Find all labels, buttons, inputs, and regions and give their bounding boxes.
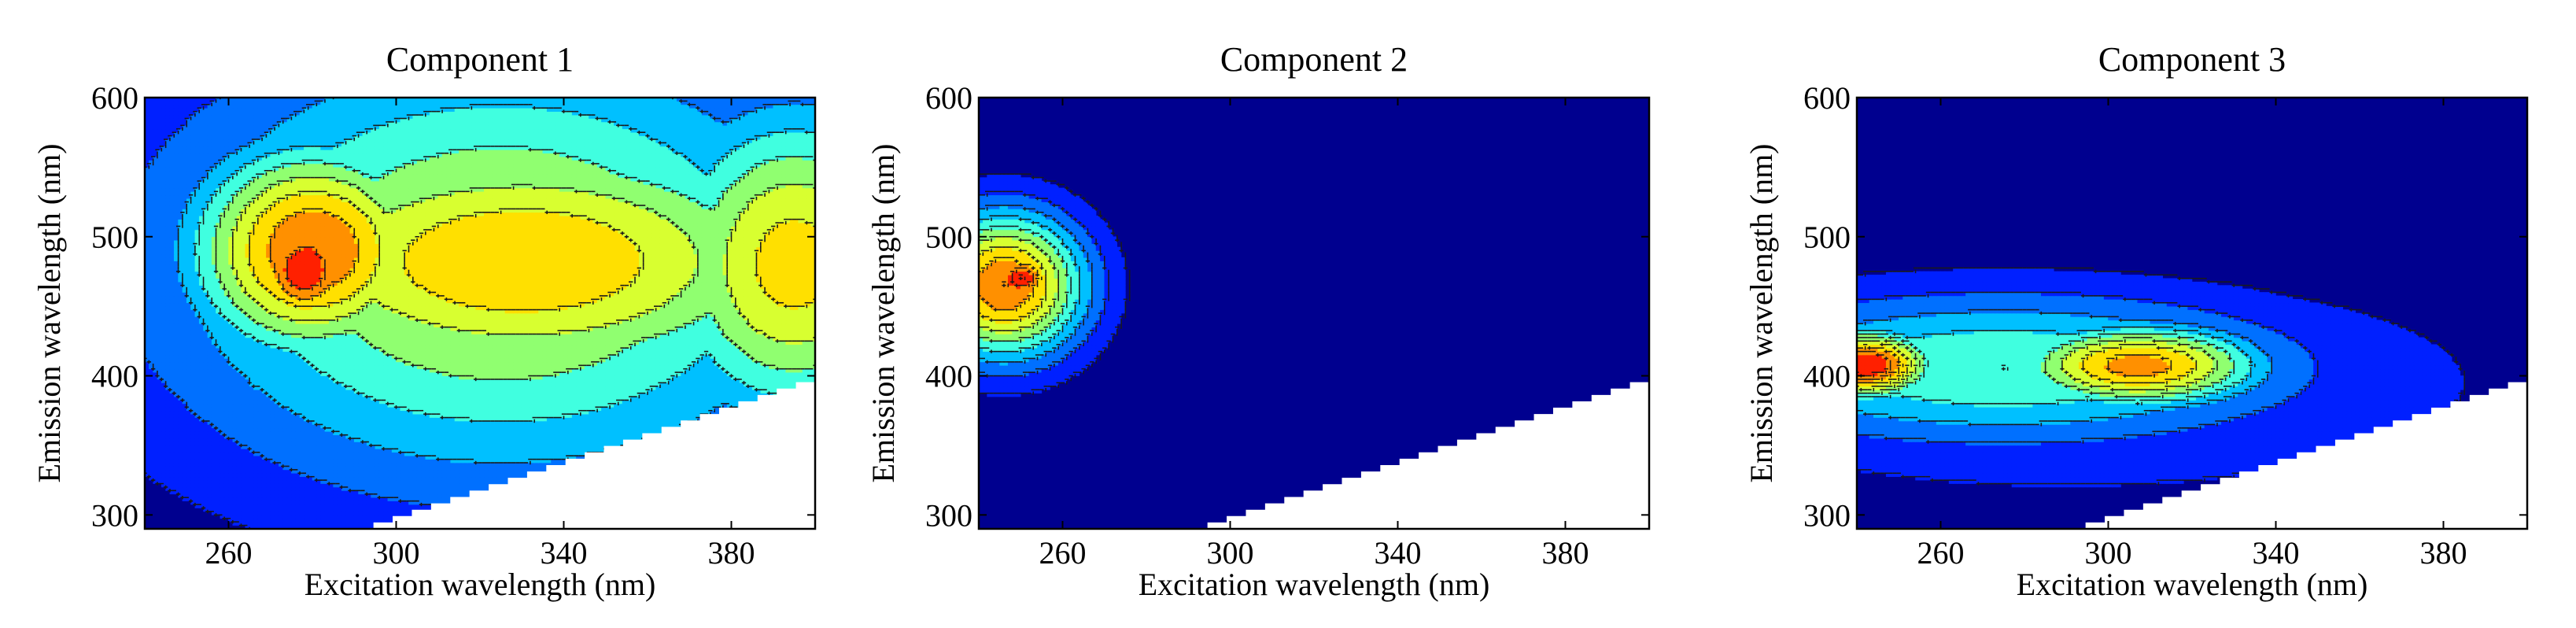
contour-plot xyxy=(1857,98,2527,529)
y-tick-label: 600 xyxy=(91,80,138,116)
component-1-panel: 260 300 340 380 300 400 500 600 Component 1 Excit… xyxy=(31,40,817,602)
chart-title: Component 1 xyxy=(386,40,574,79)
y-tick-label: 500 xyxy=(925,220,972,255)
y-tick-label: 400 xyxy=(91,359,138,394)
x-tick-label: 380 xyxy=(708,535,755,571)
y-tick-label: 600 xyxy=(925,80,972,116)
contour-lines xyxy=(1857,267,2465,486)
y-tick-label: 400 xyxy=(925,359,972,394)
contour-plot xyxy=(145,98,815,529)
x-tick-label: 340 xyxy=(541,535,588,571)
contour-lines xyxy=(979,173,1131,395)
x-axis-label: Excitation wavelength (nm) xyxy=(304,567,656,602)
x-tick-label: 300 xyxy=(1207,535,1254,571)
x-axis-label: Excitation wavelength (nm) xyxy=(1139,567,1490,602)
component-3-panel: 260 300 340 380 300 400 500 600 Component 3 Excit… xyxy=(1744,40,2529,602)
y-tick-label: 500 xyxy=(91,220,138,255)
masked-scatter-region xyxy=(1188,375,1649,529)
masked-scatter-region xyxy=(354,375,815,529)
x-tick-label: 340 xyxy=(2253,535,2300,571)
chart-title: Component 2 xyxy=(1220,40,1408,79)
plot-frame xyxy=(1855,96,2529,530)
plot-frame xyxy=(977,96,1651,530)
x-tick-label: 380 xyxy=(1542,535,1589,571)
chart-title: Component 3 xyxy=(2098,40,2286,79)
y-tick-label: 300 xyxy=(1803,497,1851,533)
contour-plot xyxy=(979,98,1649,529)
contour-fill xyxy=(979,173,1126,397)
contour-lines xyxy=(145,98,815,529)
y-tick-label: 300 xyxy=(91,497,138,533)
x-tick-label: 340 xyxy=(1375,535,1422,571)
y-axis-label: Emission wavelength (nm) xyxy=(865,143,901,482)
x-axis-label: Excitation wavelength (nm) xyxy=(2017,567,2368,602)
masked-scatter-region xyxy=(2066,375,2527,529)
y-axis-label: Emission wavelength (nm) xyxy=(31,143,67,482)
y-tick-label: 400 xyxy=(1803,359,1851,394)
x-tick-label: 260 xyxy=(1917,535,1965,571)
y-tick-label: 300 xyxy=(925,497,972,533)
x-tick-label: 260 xyxy=(1039,535,1087,571)
y-tick-label: 600 xyxy=(1803,80,1851,116)
y-axis-label: Emission wavelength (nm) xyxy=(1744,143,1779,482)
plot-frame xyxy=(143,96,817,530)
x-tick-label: 260 xyxy=(205,535,253,571)
x-tick-label: 380 xyxy=(2420,535,2467,571)
component-2-panel: 260 300 340 380 300 400 500 600 Component 2 Excit… xyxy=(865,40,1651,602)
x-tick-label: 300 xyxy=(2085,535,2132,571)
x-tick-label: 300 xyxy=(373,535,420,571)
y-tick-label: 500 xyxy=(1803,220,1851,255)
